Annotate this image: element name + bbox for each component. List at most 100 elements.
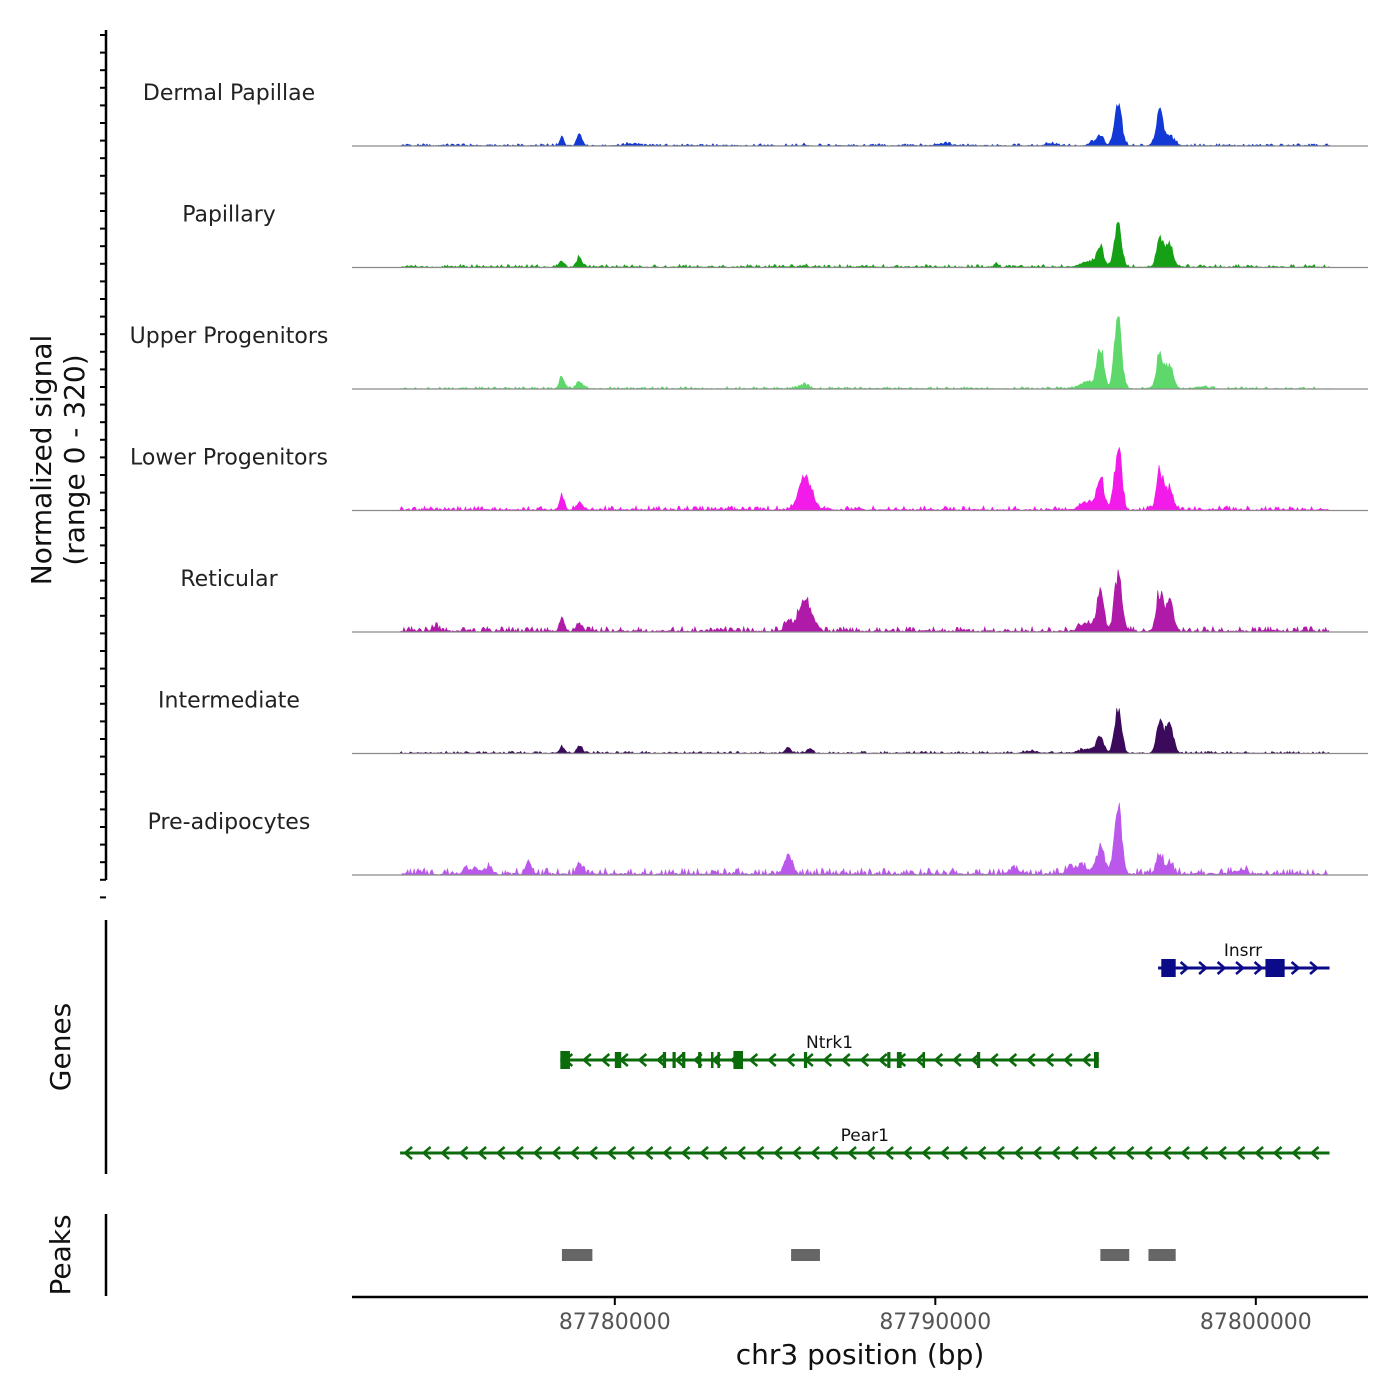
track-papillary: Papillary xyxy=(182,203,1368,269)
strand-arrow xyxy=(1143,1146,1153,1160)
strand-arrow xyxy=(865,1146,876,1160)
strand-arrow xyxy=(877,1053,888,1067)
x-axis: 87780000 87790000 87800000 xyxy=(352,1295,1368,1335)
strand-arrow xyxy=(1025,1053,1036,1067)
strand-arrow xyxy=(1217,1146,1227,1160)
exon xyxy=(803,1052,808,1068)
strand-arrow xyxy=(884,1146,894,1160)
track-intermediate: Intermediate xyxy=(158,689,1368,755)
strand-arrow xyxy=(1032,1146,1042,1160)
strand-arrow xyxy=(1235,1146,1246,1160)
strand-arrow xyxy=(951,1053,962,1067)
strand-arrow xyxy=(403,1146,413,1160)
exon xyxy=(698,1052,702,1068)
peak-region xyxy=(1148,1249,1176,1261)
gene-insrr: Insrr xyxy=(1158,941,1330,977)
strand-arrow xyxy=(748,1053,759,1067)
strand-arrow xyxy=(1062,1053,1073,1067)
strand-arrow xyxy=(1087,1146,1098,1160)
strand-arrow xyxy=(939,1146,950,1160)
strand-arrow xyxy=(958,1146,968,1160)
peaks-track-label: Peaks xyxy=(44,1214,77,1295)
strand-arrow xyxy=(847,1146,857,1160)
strand-arrow xyxy=(988,1053,999,1067)
track-label: Upper Progenitors xyxy=(130,324,329,349)
strand-arrow xyxy=(662,1146,672,1160)
strand-arrow xyxy=(1290,961,1301,975)
gene-annotations: Insrr Ntrk1 Pear1 xyxy=(400,941,1330,1160)
strand-arrow xyxy=(1069,1146,1079,1160)
exon xyxy=(1265,959,1285,977)
strand-arrow xyxy=(1309,1146,1320,1160)
track-pre-adipocytes: Pre-adipocytes xyxy=(148,802,1368,876)
track-reticular: Reticular xyxy=(180,567,1368,633)
strand-arrow xyxy=(569,1146,580,1160)
exon xyxy=(896,1052,902,1068)
strand-arrow xyxy=(822,1053,833,1067)
strand-arrow xyxy=(680,1146,691,1160)
strand-arrow xyxy=(1161,1146,1172,1160)
signal-area xyxy=(399,316,1330,390)
strand-arrow xyxy=(637,1053,648,1067)
strand-arrow xyxy=(1081,1053,1092,1067)
strand-arrow xyxy=(1272,1146,1283,1160)
strand-arrow xyxy=(1253,961,1264,975)
gene-label: Ntrk1 xyxy=(806,1033,853,1053)
strand-arrow xyxy=(551,1146,561,1160)
exon xyxy=(1161,959,1176,977)
signal-area xyxy=(399,102,1330,147)
exon xyxy=(682,1052,686,1068)
exon xyxy=(976,1052,981,1068)
strand-arrow xyxy=(1216,961,1227,975)
exon xyxy=(733,1051,744,1069)
strand-arrow xyxy=(655,1053,666,1067)
signal-area xyxy=(399,802,1330,876)
peak-regions xyxy=(561,1249,1176,1261)
exon xyxy=(614,1052,622,1068)
track-label: Papillary xyxy=(182,203,276,228)
signal-area xyxy=(399,569,1330,633)
strand-arrow xyxy=(532,1146,543,1160)
strand-arrow xyxy=(1309,961,1319,975)
strand-arrow xyxy=(976,1146,987,1160)
strand-arrow xyxy=(914,1053,925,1067)
track-dermal-papillae: Dermal Papillae xyxy=(143,81,1368,147)
exon xyxy=(887,1052,891,1068)
strand-arrow xyxy=(581,1053,592,1067)
strand-arrow xyxy=(1124,1146,1135,1160)
genes-track-label: Genes xyxy=(44,1003,77,1091)
strand-arrow xyxy=(1198,1146,1209,1160)
strand-arrow xyxy=(995,1146,1005,1160)
strand-arrow xyxy=(1007,1053,1018,1067)
y-axis-range-label: (range 0 - 320) xyxy=(58,354,91,565)
y-axis-label: Normalized signal xyxy=(25,335,58,586)
signal-area xyxy=(399,446,1330,512)
strand-arrow xyxy=(766,1053,777,1067)
strand-arrow xyxy=(477,1146,487,1160)
gene-pear1: Pear1 xyxy=(400,1126,1330,1160)
strand-arrow xyxy=(514,1146,524,1160)
track-upper-progenitors: Upper Progenitors xyxy=(130,316,1368,390)
strand-arrow xyxy=(1180,1146,1190,1160)
strand-arrow xyxy=(1235,961,1245,975)
strand-arrow xyxy=(828,1146,839,1160)
track-lower-progenitors: Lower Progenitors xyxy=(130,446,1368,512)
peak-region xyxy=(791,1249,820,1261)
strand-arrow xyxy=(840,1053,851,1067)
strand-arrow xyxy=(902,1146,913,1160)
strand-arrow xyxy=(606,1146,617,1160)
strand-arrow xyxy=(810,1146,820,1160)
x-tick-label: 87800000 xyxy=(1200,1310,1312,1335)
strand-arrow xyxy=(859,1053,870,1067)
strand-arrow xyxy=(674,1053,685,1067)
exon xyxy=(662,1052,667,1068)
strand-arrow xyxy=(1050,1146,1061,1160)
signal-tracks: Dermal Papillae Papillary Upper Progenitor… xyxy=(130,81,1368,876)
strand-arrow xyxy=(1198,961,1208,975)
x-tick-label: 87790000 xyxy=(879,1310,991,1335)
exon xyxy=(560,1051,570,1069)
strand-arrow xyxy=(791,1146,802,1160)
strand-arrow xyxy=(1179,961,1190,975)
track-label: Lower Progenitors xyxy=(130,446,328,471)
